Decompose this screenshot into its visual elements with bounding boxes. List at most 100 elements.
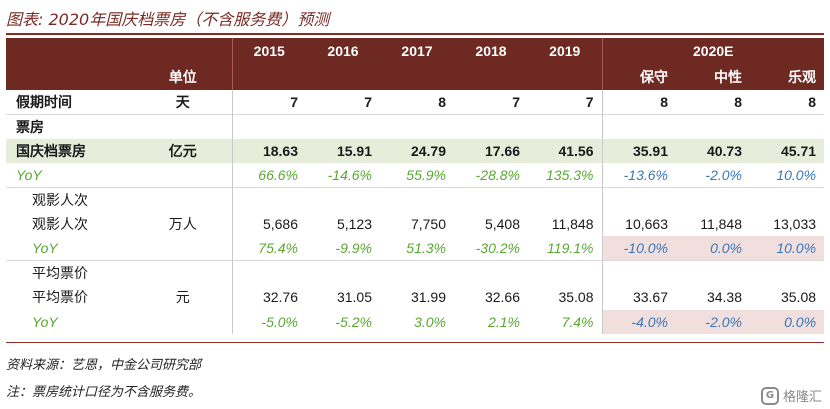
cell: 10,663 bbox=[601, 211, 676, 237]
watermark-text: 格隆汇 bbox=[782, 390, 822, 405]
cell: 35.91 bbox=[601, 138, 676, 164]
cell: 11,848 bbox=[551, 216, 594, 233]
cell: 7.4% bbox=[561, 313, 594, 330]
cell: -2.0% bbox=[705, 167, 742, 184]
row-section-box-office: 票房 bbox=[6, 113, 825, 139]
cell: 13,033 bbox=[773, 216, 817, 233]
cell: 3.0% bbox=[414, 313, 446, 330]
cell: -30.2% bbox=[475, 240, 520, 257]
cell: 5,408 bbox=[484, 216, 520, 233]
header-year: 2019 bbox=[528, 38, 602, 64]
cell: 24.79 bbox=[380, 138, 454, 164]
cell: -4.0% bbox=[601, 309, 676, 334]
cell: 66.6% bbox=[231, 163, 306, 188]
row-label: YoY bbox=[32, 240, 58, 257]
cell: 7 bbox=[512, 93, 520, 110]
cell: 45.71 bbox=[750, 138, 825, 164]
header-year: 2018 bbox=[454, 38, 528, 64]
cell: 33.67 bbox=[601, 285, 676, 310]
cell: -28.8% bbox=[475, 167, 520, 184]
row-avg-price: 平均票价 元 32.76 31.05 31.99 32.66 35.08 33.… bbox=[6, 285, 824, 310]
cell: 119.1% bbox=[547, 240, 594, 257]
cell: 31.05 bbox=[336, 289, 372, 306]
title-divider bbox=[6, 33, 824, 35]
header-year: 2015 bbox=[231, 38, 306, 64]
section-label: 平均票价 bbox=[6, 260, 134, 286]
cell: 32.66 bbox=[484, 289, 520, 306]
cell: 34.38 bbox=[706, 289, 742, 306]
row-national-day-box-office: 国庆档票房 亿元 18.63 15.91 24.79 17.66 41.56 3… bbox=[6, 138, 825, 164]
cell: 135.3% bbox=[546, 167, 594, 184]
cell: 10.0% bbox=[776, 167, 817, 184]
cell: 51.3% bbox=[406, 240, 446, 257]
cell: -9.9% bbox=[335, 240, 372, 257]
cell: 32.76 bbox=[231, 285, 306, 310]
source-note: 资料来源：艺恩，中金公司研究部 bbox=[6, 358, 202, 373]
section-label: 票房 bbox=[6, 113, 134, 139]
cell: 10.0% bbox=[750, 236, 825, 261]
row-avg-price-yoy: YoY -5.0% -5.2% 3.0% 2.1% 7.4% -4.0% -2.… bbox=[6, 309, 825, 334]
row-unit: 元 bbox=[175, 289, 190, 306]
cell: -14.6% bbox=[327, 167, 372, 184]
row-admissions: 观影人次 万人 5,686 5,123 7,750 5,408 11,848 1… bbox=[6, 211, 824, 237]
header-projection-title: 2020E bbox=[601, 38, 825, 64]
row-label: 假期时间 bbox=[16, 93, 72, 110]
cell: 8 bbox=[808, 93, 817, 110]
page-title: 图表: 2020年国庆档票房（不含服务费）预测 bbox=[6, 10, 330, 29]
footnote: 注：票房统计口径为不含服务费。 bbox=[6, 385, 202, 400]
cell: 7,750 bbox=[410, 216, 446, 233]
row-label: 国庆档票房 bbox=[6, 138, 134, 164]
cell: 40.73 bbox=[676, 138, 750, 164]
header-year: 2016 bbox=[306, 38, 380, 64]
row-label: 平均票价 bbox=[32, 289, 88, 306]
cell: -10.0% bbox=[601, 236, 676, 261]
cell: 0.0% bbox=[676, 236, 750, 261]
cell: -2.0% bbox=[676, 309, 750, 334]
row-label: YoY bbox=[32, 313, 58, 330]
cell: 2.1% bbox=[488, 313, 520, 330]
section-label: 观影人次 bbox=[6, 187, 134, 212]
row-label: YoY bbox=[16, 167, 42, 184]
cell: 41.56 bbox=[528, 138, 602, 164]
row-section-admissions: 观影人次 bbox=[6, 187, 825, 212]
header-row-years: 2015 2016 2017 2018 2019 2020E bbox=[6, 38, 825, 64]
cell: -5.0% bbox=[231, 309, 306, 334]
cell: 55.9% bbox=[406, 167, 446, 184]
cell: 7 bbox=[364, 93, 372, 110]
header-scenario: 乐观 bbox=[750, 64, 825, 90]
header-scenario: 中性 bbox=[676, 64, 750, 90]
cell: 5,123 bbox=[336, 216, 372, 233]
cell: 18.63 bbox=[231, 138, 306, 164]
cell: 15.91 bbox=[306, 138, 380, 164]
cell: 8 bbox=[438, 93, 446, 110]
cell: 5,686 bbox=[231, 211, 306, 237]
cell: 17.66 bbox=[454, 138, 528, 164]
cell: 8 bbox=[734, 93, 742, 110]
cell: 75.4% bbox=[231, 236, 306, 261]
header-scenario: 保守 bbox=[601, 64, 676, 90]
cell: 35.08 bbox=[780, 289, 817, 306]
row-label: 观影人次 bbox=[32, 216, 88, 233]
footer-divider bbox=[6, 342, 824, 343]
cell: -5.2% bbox=[335, 313, 372, 330]
header-unit-label: 单位 bbox=[134, 64, 232, 90]
cell: 35.08 bbox=[558, 289, 594, 306]
cell: 8 bbox=[601, 90, 676, 115]
row-unit: 亿元 bbox=[134, 138, 232, 164]
row-holiday-days: 假期时间 天 7 7 8 7 7 8 8 8 bbox=[6, 90, 824, 115]
cell: 0.0% bbox=[750, 309, 825, 334]
row-box-office-yoy: YoY 66.6% -14.6% 55.9% -28.8% 135.3% -13… bbox=[6, 163, 824, 188]
watermark-logo-icon: G bbox=[760, 386, 779, 405]
row-unit: 万人 bbox=[168, 216, 197, 233]
header-year: 2017 bbox=[380, 38, 454, 64]
row-admissions-yoy: YoY 75.4% -9.9% 51.3% -30.2% 119.1% -10.… bbox=[6, 236, 825, 261]
cell: 7 bbox=[231, 90, 306, 115]
cell: 31.99 bbox=[410, 289, 446, 306]
header-row-units: 单位 保守 中性 乐观 bbox=[6, 64, 825, 90]
cell: 7 bbox=[585, 93, 594, 110]
cell: -13.6% bbox=[601, 163, 676, 188]
watermark: G 格隆汇 bbox=[760, 386, 822, 405]
box-office-table: 2015 2016 2017 2018 2019 2020E 单位 保守 中性 … bbox=[6, 38, 825, 334]
row-section-avg-price: 平均票价 bbox=[6, 260, 825, 286]
row-unit: 天 bbox=[175, 93, 190, 110]
